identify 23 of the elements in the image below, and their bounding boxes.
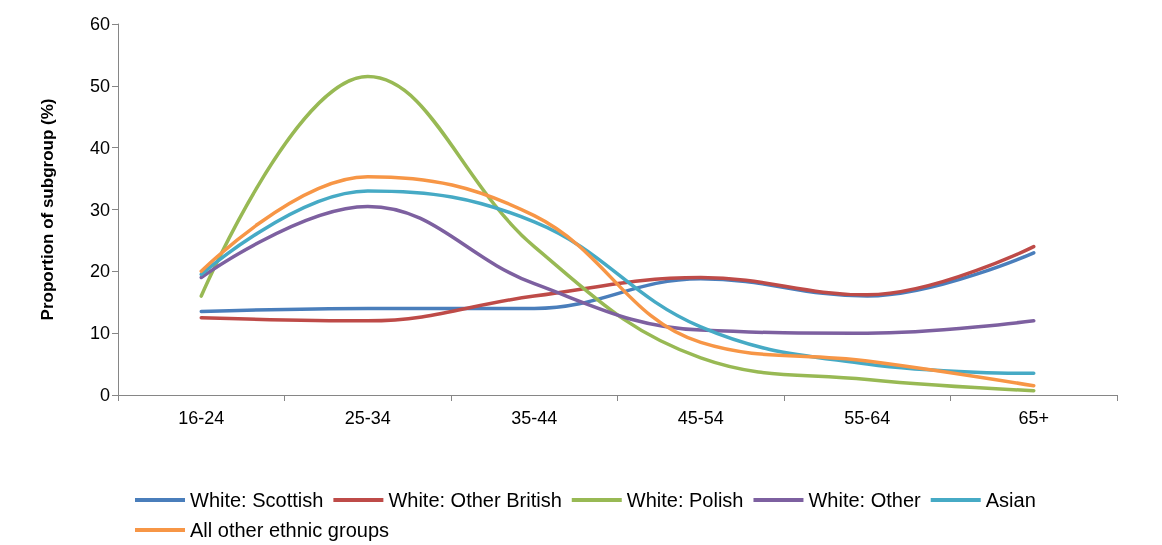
y-tick-label: 40 (89, 137, 110, 158)
y-tick-label: 50 (89, 75, 110, 96)
x-tick-label: 35-44 (511, 408, 558, 428)
y-tick-label: 20 (89, 261, 110, 282)
y-axis-title: Proportion of subgroup (%) (38, 98, 57, 321)
legend-label: White: Other (808, 489, 922, 511)
line-series (199, 204, 1036, 335)
legend-label: White: Scottish (190, 489, 324, 511)
x-tick-label: 55-64 (844, 408, 891, 428)
x-tick-label: 16-24 (178, 408, 225, 428)
line-series (199, 74, 1036, 393)
y-tick-label: 60 (89, 14, 110, 34)
y-tick-label: 10 (89, 323, 110, 344)
legend-label: White: Other British (388, 489, 562, 511)
x-tick-label: 65+ (1018, 408, 1050, 428)
legend-label: White: Polish (626, 489, 744, 511)
x-tick-label: 45-54 (677, 408, 724, 428)
legend-label: All other ethnic groups (190, 519, 390, 541)
y-tick-label: 0 (99, 385, 110, 405)
x-tick-label: 25-34 (344, 408, 391, 428)
legend-label: Asian (985, 489, 1036, 511)
line-series (199, 244, 1036, 323)
y-tick-label: 30 (89, 199, 110, 220)
